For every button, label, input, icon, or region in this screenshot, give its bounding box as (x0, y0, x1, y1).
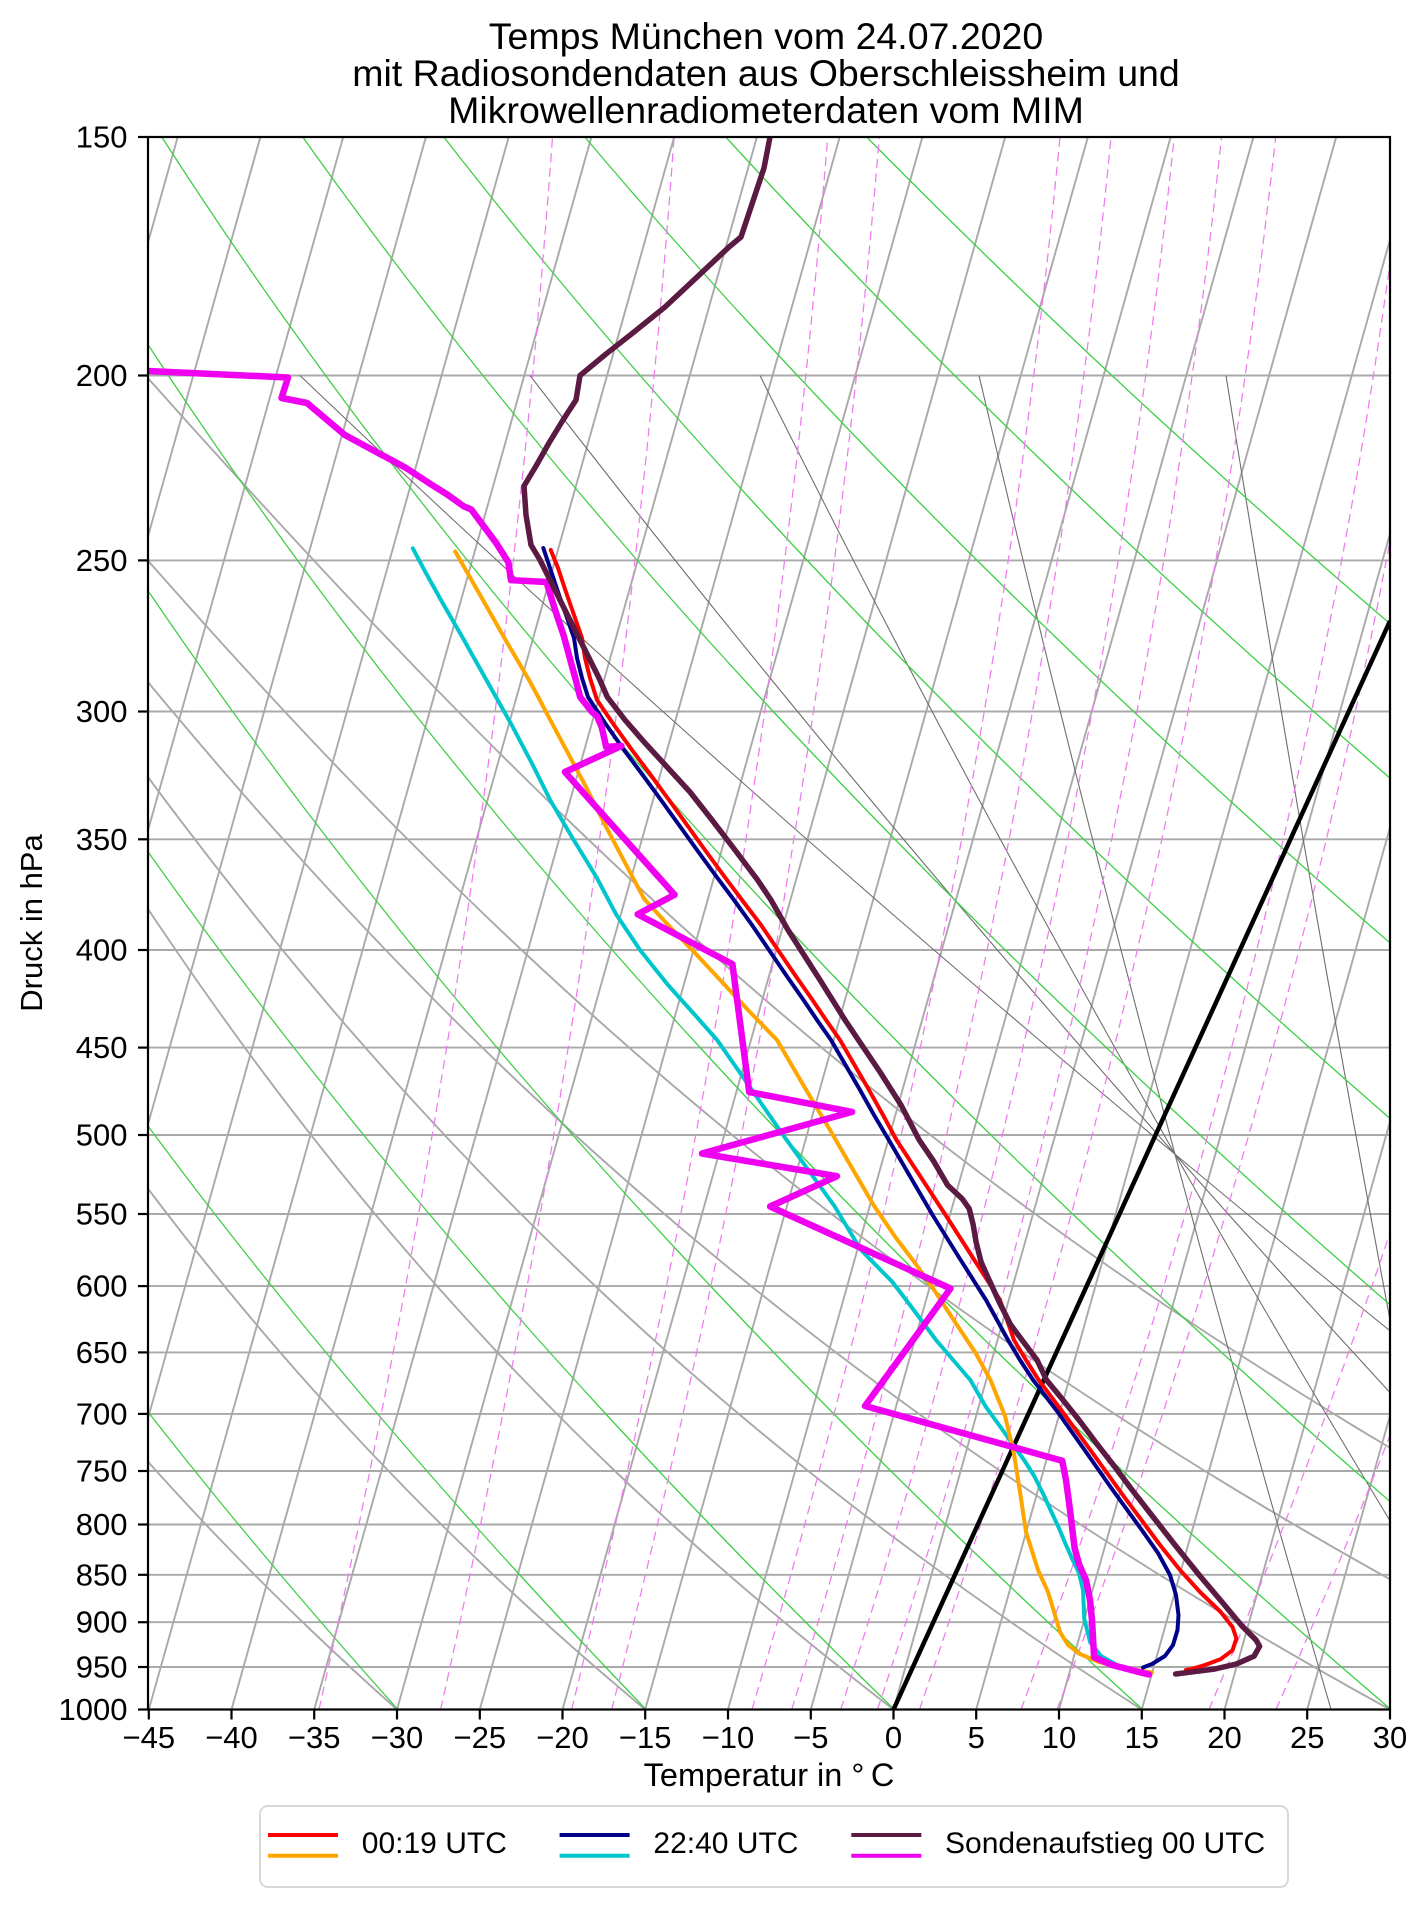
svg-text:15: 15 (1125, 1720, 1159, 1755)
svg-text:600: 600 (76, 1269, 128, 1304)
svg-text:500: 500 (76, 1118, 128, 1153)
svg-text:10: 10 (1042, 1720, 1076, 1755)
svg-text:−35: −35 (288, 1720, 341, 1755)
svg-text:mit Radiosondendaten aus Obers: mit Radiosondendaten aus Oberschleisshei… (352, 52, 1180, 94)
svg-text:900: 900 (76, 1605, 128, 1640)
svg-text:00:19 UTC: 00:19 UTC (362, 1827, 507, 1860)
svg-text:0: 0 (885, 1720, 902, 1755)
svg-text:Mikrowellenradiometerdaten vom: Mikrowellenradiometerdaten vom MIM (448, 89, 1084, 131)
svg-text:Druck in hPa: Druck in hPa (14, 834, 49, 1012)
svg-text:1000: 1000 (59, 1692, 128, 1727)
svg-text:Temps München vom 24.07.2020: Temps München vom 24.07.2020 (489, 15, 1044, 57)
svg-text:−20: −20 (536, 1720, 589, 1755)
svg-text:−45: −45 (123, 1720, 176, 1755)
svg-text:5: 5 (968, 1720, 985, 1755)
svg-text:350: 350 (76, 822, 128, 857)
svg-text:550: 550 (76, 1197, 128, 1232)
svg-text:950: 950 (76, 1650, 128, 1685)
svg-text:−25: −25 (454, 1720, 507, 1755)
svg-text:25: 25 (1290, 1720, 1324, 1755)
svg-text:30: 30 (1373, 1720, 1407, 1755)
svg-text:−10: −10 (702, 1720, 755, 1755)
svg-text:800: 800 (76, 1507, 128, 1542)
svg-text:150: 150 (76, 120, 128, 155)
svg-text:−5: −5 (793, 1720, 828, 1755)
svg-text:20: 20 (1207, 1720, 1241, 1755)
svg-text:22:40 UTC: 22:40 UTC (653, 1827, 798, 1860)
svg-text:450: 450 (76, 1030, 128, 1065)
svg-text:−30: −30 (371, 1720, 424, 1755)
svg-text:Sondenaufstieg 00 UTC: Sondenaufstieg 00 UTC (945, 1827, 1265, 1860)
svg-text:Temperatur in ° C: Temperatur in ° C (644, 1757, 895, 1793)
svg-text:300: 300 (76, 694, 128, 729)
svg-text:700: 700 (76, 1396, 128, 1431)
svg-text:400: 400 (76, 933, 128, 968)
svg-text:750: 750 (76, 1454, 128, 1489)
svg-text:650: 650 (76, 1335, 128, 1370)
svg-text:250: 250 (76, 543, 128, 578)
svg-text:−15: −15 (619, 1720, 672, 1755)
svg-text:850: 850 (76, 1557, 128, 1592)
svg-text:−40: −40 (205, 1720, 258, 1755)
svg-text:200: 200 (76, 358, 128, 393)
